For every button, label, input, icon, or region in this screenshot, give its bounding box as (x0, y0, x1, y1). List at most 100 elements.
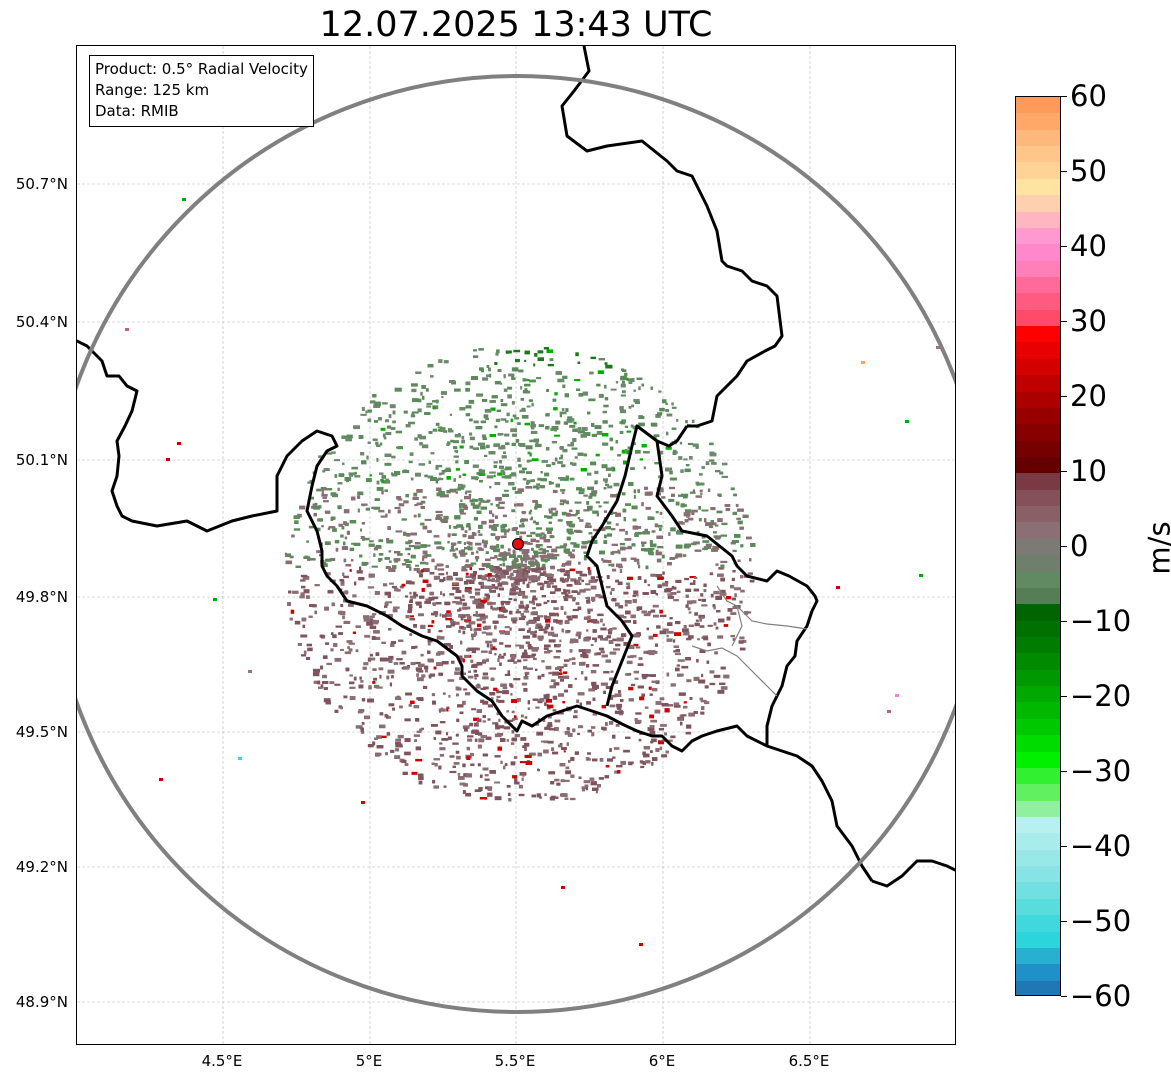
echo-gate (376, 686, 383, 689)
echo-gate (662, 571, 665, 575)
echo-gate (541, 551, 546, 555)
echo-gate (583, 551, 590, 554)
echo-gate (524, 747, 527, 751)
echo-gate (414, 645, 418, 649)
echo-gate (514, 417, 519, 420)
echo-gate (566, 522, 569, 526)
echo-gate (419, 442, 423, 446)
echo-gate (511, 655, 516, 659)
echo-gate (615, 440, 618, 444)
echo-gate (709, 442, 714, 446)
echo-gate (586, 664, 590, 668)
echo-gate (659, 630, 667, 635)
echo-gate (449, 549, 456, 552)
echo-gate (514, 734, 520, 738)
echo-gate (480, 585, 485, 589)
echo-gate (517, 563, 523, 568)
echo-gate (580, 573, 587, 577)
echo-gate (460, 553, 466, 557)
echo-gate (722, 462, 728, 466)
echo-gate (442, 614, 447, 618)
echo-gate (323, 561, 327, 564)
echo-gate (637, 489, 640, 493)
echo-gate (426, 583, 432, 588)
radar-map[interactable] (76, 45, 956, 1045)
echo-gate (325, 642, 329, 645)
echo-gate (551, 747, 555, 751)
echo-gate (409, 633, 413, 636)
echo-gate (503, 615, 508, 618)
echo-gate (683, 705, 688, 709)
echo-gate (378, 539, 383, 543)
echo-gate (440, 591, 443, 595)
echo-gate (464, 588, 471, 593)
echo-gate (415, 371, 422, 374)
echo-gate (327, 590, 334, 594)
echo-gate (688, 624, 694, 627)
echo-gate (438, 573, 445, 576)
echo-gate (683, 544, 690, 549)
echo-gate (435, 602, 442, 605)
echo-gate (567, 531, 574, 535)
echo-gate (493, 461, 498, 464)
echo-gate (474, 738, 478, 742)
echo-gate (375, 652, 380, 656)
echo-gate (489, 667, 497, 670)
echo-gate (567, 618, 573, 621)
echo-gate (358, 577, 365, 581)
echo-gate (508, 798, 512, 802)
echo-gate (454, 434, 461, 438)
echo-gate (500, 398, 504, 403)
echo-gate (314, 502, 318, 506)
echo-gate (359, 676, 362, 680)
echo-gate (349, 547, 355, 552)
echo-gate (373, 548, 378, 551)
echo-gate (376, 458, 379, 462)
echo-gate (300, 574, 308, 578)
echo-gate (625, 736, 631, 739)
echo-gate (476, 628, 482, 631)
echo-gate (443, 785, 447, 788)
echo-gate (473, 420, 479, 424)
echo-gate (455, 733, 459, 737)
echo-gate (381, 475, 386, 479)
echo-gate (530, 421, 535, 425)
echo-gate (320, 487, 327, 491)
echo-gate (457, 609, 461, 612)
echo-gate (490, 677, 495, 681)
echo-gate (519, 548, 523, 552)
echo-gate (544, 651, 551, 654)
echo-gate (457, 704, 464, 708)
echo-gate (521, 415, 529, 419)
echo-gate (563, 421, 569, 425)
echo-gate (285, 553, 292, 558)
echo-gate (584, 651, 591, 654)
echo-gate (403, 559, 410, 562)
echo-gate (503, 765, 506, 770)
echo-gate (357, 496, 361, 499)
echo-gate (464, 692, 471, 696)
echo-gate (495, 515, 498, 519)
echo-gate (435, 652, 439, 656)
echo-gate (390, 427, 396, 430)
echo-gate (568, 684, 573, 688)
echo-gate (652, 757, 658, 761)
echo-gate (692, 443, 699, 447)
echo-gate (344, 536, 348, 540)
echo-gate (409, 566, 412, 571)
echo-gate (603, 501, 609, 504)
echo-gate (684, 509, 692, 513)
echo-gate (388, 414, 392, 419)
echo-gate (644, 579, 647, 584)
radar-map-canvas (77, 46, 955, 1044)
echo-gate (431, 558, 435, 563)
echo-gate (441, 494, 449, 498)
echo-gate (561, 491, 565, 494)
echo-gate (673, 702, 680, 706)
echo-gate (470, 752, 474, 757)
echo-gate (655, 748, 660, 752)
echo-gate (410, 615, 414, 618)
echo-gate (577, 427, 582, 431)
echo-gate (531, 653, 536, 656)
echo-gate (474, 588, 481, 591)
